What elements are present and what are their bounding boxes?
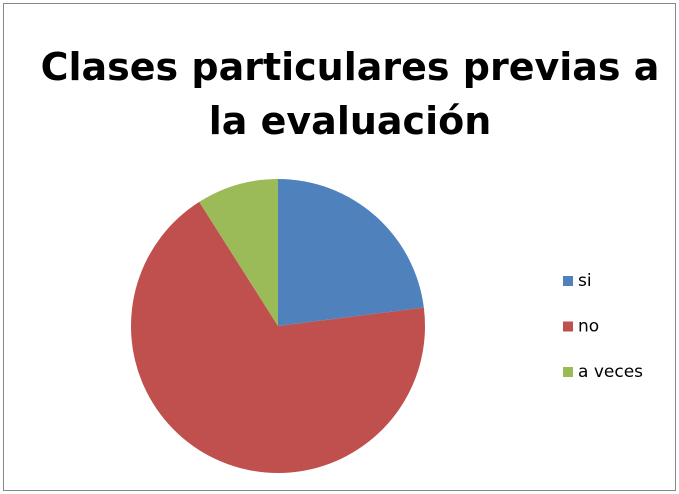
legend-label: no <box>578 317 599 337</box>
legend-swatch <box>563 321 573 332</box>
legend-label: a veces <box>578 362 643 382</box>
legend-label: si <box>578 271 592 291</box>
pie-slice <box>199 179 278 326</box>
chart-title: Clases particulares previas a la evaluac… <box>40 45 660 143</box>
pie-slice <box>278 179 424 326</box>
pie-slice <box>130 201 425 473</box>
legend-swatch <box>563 367 573 377</box>
legend-swatch <box>563 276 573 286</box>
